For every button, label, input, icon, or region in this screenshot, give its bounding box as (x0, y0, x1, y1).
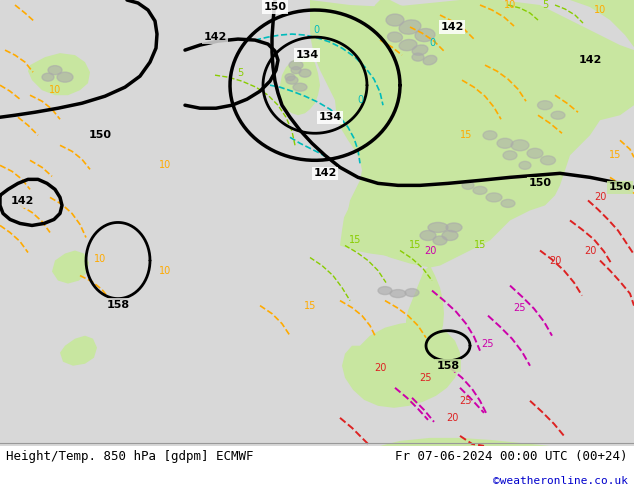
Ellipse shape (286, 76, 298, 84)
Ellipse shape (48, 66, 62, 74)
Text: 142: 142 (10, 196, 34, 206)
Ellipse shape (390, 290, 406, 297)
Text: 142: 142 (578, 55, 602, 65)
Polygon shape (380, 438, 550, 446)
Text: 25: 25 (420, 373, 432, 383)
Text: 15: 15 (304, 301, 316, 311)
Ellipse shape (420, 230, 436, 241)
Text: 150: 150 (529, 178, 552, 188)
Ellipse shape (486, 193, 502, 202)
Text: 142: 142 (204, 32, 227, 42)
Ellipse shape (42, 73, 54, 81)
Text: 10: 10 (94, 253, 106, 264)
Text: Fr 07-06-2024 00:00 UTC (00+24): Fr 07-06-2024 00:00 UTC (00+24) (395, 450, 628, 463)
Text: 5: 5 (237, 68, 243, 78)
Text: 150: 150 (89, 130, 112, 140)
Ellipse shape (285, 74, 295, 81)
Polygon shape (60, 336, 97, 366)
Ellipse shape (399, 20, 421, 34)
Text: 15: 15 (609, 150, 621, 160)
Text: 10: 10 (49, 85, 61, 95)
Text: 15: 15 (409, 241, 421, 250)
Text: 5: 5 (542, 0, 548, 10)
Text: 25: 25 (460, 396, 472, 406)
Polygon shape (52, 250, 89, 284)
Ellipse shape (423, 55, 437, 65)
Text: 20: 20 (446, 413, 458, 423)
Ellipse shape (399, 40, 417, 50)
Text: 0: 0 (313, 25, 319, 35)
Text: 20: 20 (594, 193, 606, 202)
Ellipse shape (405, 289, 419, 296)
Text: 142: 142 (313, 169, 337, 178)
Ellipse shape (293, 83, 307, 91)
Text: 142: 142 (440, 22, 463, 32)
Ellipse shape (527, 148, 543, 158)
Text: 10: 10 (504, 0, 516, 10)
Text: ©weatheronline.co.uk: ©weatheronline.co.uk (493, 476, 628, 486)
Text: 150: 150 (264, 2, 287, 12)
Text: 20: 20 (584, 245, 596, 255)
Ellipse shape (387, 32, 403, 42)
Text: 15: 15 (460, 130, 472, 140)
Polygon shape (28, 53, 90, 95)
Ellipse shape (386, 14, 404, 26)
Ellipse shape (462, 181, 474, 189)
Text: 134: 134 (295, 50, 319, 60)
Ellipse shape (551, 111, 565, 119)
Ellipse shape (442, 230, 458, 241)
Ellipse shape (497, 138, 513, 148)
Ellipse shape (415, 28, 435, 42)
Polygon shape (570, 0, 634, 47)
Text: 150: 150 (609, 182, 631, 193)
Text: 25: 25 (514, 303, 526, 313)
Ellipse shape (446, 223, 462, 232)
Text: 158: 158 (436, 361, 460, 371)
Ellipse shape (519, 161, 531, 170)
Text: 0: 0 (357, 95, 363, 105)
Text: 20: 20 (424, 245, 436, 255)
Ellipse shape (473, 186, 487, 195)
Ellipse shape (428, 222, 448, 232)
Text: 20: 20 (374, 363, 386, 373)
Ellipse shape (433, 236, 447, 245)
Ellipse shape (541, 156, 555, 165)
Ellipse shape (412, 53, 424, 61)
Polygon shape (280, 55, 320, 115)
Ellipse shape (503, 151, 517, 160)
Ellipse shape (57, 72, 73, 82)
Polygon shape (310, 0, 634, 268)
Ellipse shape (378, 287, 392, 294)
Polygon shape (342, 321, 460, 408)
Polygon shape (406, 266, 444, 351)
Text: 10: 10 (594, 5, 606, 15)
Text: 25: 25 (482, 339, 495, 349)
Text: Height/Temp. 850 hPa [gdpm] ECMWF: Height/Temp. 850 hPa [gdpm] ECMWF (6, 450, 254, 463)
Text: 0: 0 (429, 38, 435, 48)
Ellipse shape (299, 69, 311, 77)
Text: 134: 134 (318, 112, 342, 122)
Ellipse shape (511, 140, 529, 151)
Polygon shape (371, 0, 450, 109)
Polygon shape (340, 180, 445, 258)
Ellipse shape (412, 45, 428, 55)
Ellipse shape (289, 61, 303, 70)
Text: 20: 20 (549, 255, 561, 266)
Text: 15: 15 (349, 236, 361, 245)
Ellipse shape (501, 199, 515, 207)
Text: 10: 10 (159, 266, 171, 275)
Ellipse shape (483, 131, 497, 140)
Ellipse shape (291, 67, 301, 74)
Text: 10: 10 (159, 160, 171, 171)
Text: 158: 158 (107, 299, 129, 310)
Text: 15: 15 (474, 241, 486, 250)
Ellipse shape (538, 101, 552, 110)
